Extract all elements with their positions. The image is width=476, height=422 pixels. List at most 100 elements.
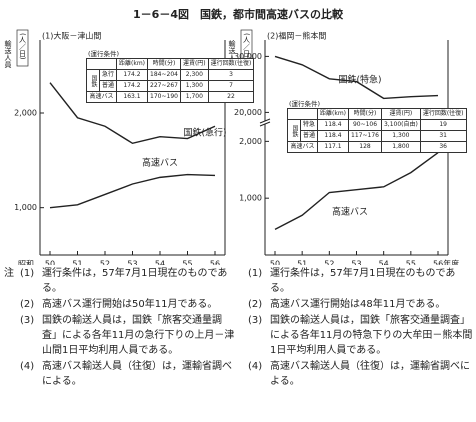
series-line: [274, 152, 439, 231]
x-tick-label: 53: [127, 260, 137, 266]
panel-title: (1)大阪－津山間: [42, 31, 101, 41]
note-number: (1): [248, 268, 263, 279]
y-unit: (人／日): [19, 33, 27, 60]
series-label: 高速バス: [142, 157, 178, 169]
notes-left: (1) 運行条件は，57年7月1日現在のものである。 (2) 高速バス運行開始は50年…: [20, 266, 235, 390]
table-row: 高速バス 117.1 128 1,800 36: [286, 141, 467, 153]
table-header: 距離(km): [317, 108, 350, 120]
table-row: 国鉄 急行 174.2 184~204 2,300 3: [86, 69, 255, 92]
table-cell: 7: [207, 80, 255, 92]
series-label: 国鉄(急行): [183, 127, 226, 139]
table-header: 運賃(円): [179, 58, 209, 70]
table-header: 時間(分): [348, 108, 382, 120]
table-cell: 急行: [98, 69, 118, 81]
table-cell: 3,100(自由): [380, 119, 421, 131]
table-header: 運行回数(往復): [207, 58, 255, 70]
table-cell: 1,700: [179, 91, 209, 103]
note-item: (1) 運行条件は，57年7月1日現在のものである。: [20, 266, 235, 296]
table-cell: 170~190: [147, 91, 181, 103]
note-number: (1): [20, 268, 35, 279]
note-item: (1) 運行条件は，57年7月1日現在のものである。: [248, 266, 473, 296]
note-number: (3): [20, 315, 35, 326]
table-cell: 184~204: [147, 69, 181, 81]
x-tick-label: 55: [406, 260, 416, 266]
y-axis-label: 輸送人員: [228, 39, 236, 69]
panel-title: (2)福岡－熊本間: [267, 31, 326, 41]
x-tick-label: 55: [182, 260, 192, 266]
notes-label: 注: [4, 268, 14, 279]
note-item: (3) 国鉄の輸送人員は，国鉄「旅客交通量調査」による各年11月の特急下りの大牟田…: [248, 313, 473, 358]
table-cell: 90~106: [348, 119, 382, 131]
x-tick-label: 52: [100, 260, 110, 266]
series-label: 高速バス: [332, 206, 368, 218]
era-label: 昭和: [18, 260, 34, 266]
x-tick-label: 53: [351, 260, 361, 266]
condition-table: 距離(km) 時間(分) 運賃(円) 運行回数(往復) 国鉄 特急 118.4 90~106 3…: [286, 108, 467, 153]
note-text: 国鉄の輸送人員は，国鉄「旅客交通量調査」による各年11月の特急下りの大牟田－熊本…: [270, 315, 473, 356]
series-line: [274, 55, 439, 100]
table-cell: 163.1: [116, 91, 149, 103]
y-tick-label: 1,000: [239, 194, 262, 203]
note-text: 国鉄の輸送人員は，国鉄「旅客交通量調査」による各年11月の急行下りの上月－津山間…: [42, 315, 235, 356]
table-cell: 118.4: [317, 130, 350, 142]
table-cell: 118.4: [317, 119, 350, 131]
table-cell: 117~176: [348, 130, 382, 142]
x-tick-label: 50: [270, 260, 280, 266]
series-label: 国鉄(特急): [338, 74, 381, 86]
table-cell: 1,300: [380, 130, 421, 142]
table-title: (運行条件): [289, 100, 321, 108]
table-header: 運行回数(往復): [419, 108, 467, 120]
series-line: [49, 82, 216, 145]
note-number: (2): [20, 299, 35, 310]
table-cell: 36: [419, 141, 467, 153]
note-number: (2): [248, 299, 263, 310]
table-row: 国鉄 特急 118.4 90~106 3,100(自由) 19: [287, 119, 467, 142]
series-line: [49, 173, 216, 209]
note-text: 高速バス輸送人員（往復）は，運輸省調べによる。: [270, 361, 470, 387]
table-cell: 3: [207, 69, 255, 81]
table-cell: 227~267: [147, 80, 181, 92]
y-axis-label: 輸送人員: [4, 39, 12, 69]
table-cell: 31: [419, 130, 467, 142]
table-cell: 普通: [98, 80, 118, 92]
table-header: 運賃(円): [380, 108, 421, 120]
condition-table: 距離(km) 時間(分) 運賃(円) 運行回数(往復) 国鉄 急行 174.2 184~204…: [85, 58, 255, 103]
note-item: (4) 高速バス輸送人員（往復）は，運輸省調べによる。: [20, 359, 235, 389]
table-header: 時間(分): [147, 58, 181, 70]
page-title: 1－6－4図 国鉄，都市間高速バスの比較: [133, 8, 343, 21]
table-group: 国鉄: [86, 69, 100, 92]
x-tick-label: 54: [155, 260, 165, 266]
x-tick-label: 54: [379, 260, 389, 266]
table-header-row: 距離(km) 時間(分) 運賃(円) 運行回数(往復): [286, 108, 467, 120]
y-unit-box: [16, 29, 29, 67]
y-tick-label: 2,000: [14, 109, 37, 118]
table-row: 高速バス 163.1 170~190 1,700 22: [85, 91, 255, 103]
note-item: (3) 国鉄の輸送人員は，国鉄「旅客交通量調査」による各年11月の急行下りの上月－…: [20, 313, 235, 358]
x-tick-label: 51: [297, 260, 307, 266]
table-cell: 22: [207, 91, 255, 103]
table-header: 距離(km): [116, 58, 149, 70]
table-cell: 2,300: [179, 69, 209, 81]
table-cell: 117.1: [317, 141, 350, 153]
table-cell: 1,300: [179, 80, 209, 92]
note-text: 高速バス運行開始は48年11月である。: [270, 299, 446, 310]
x-tick-label: 56: [210, 260, 220, 266]
y-tick-label: 20,000: [234, 108, 262, 117]
y-tick-label: 2,000: [239, 137, 262, 146]
table-title: (運行条件): [88, 50, 120, 58]
note-item: (2) 高速バス運行開始は50年11月である。: [20, 297, 235, 312]
note-text: 高速バス輸送人員（往復）は，運輸省調べによる。: [42, 361, 232, 387]
table-cell: 19: [419, 119, 467, 131]
table-header-row: 距離(km) 時間(分) 運賃(円) 運行回数(往復): [85, 58, 255, 70]
table-cell: 128: [348, 141, 382, 153]
table-cell: 高速バス: [85, 91, 118, 103]
note-number: (4): [248, 361, 263, 372]
note-text: 高速バス運行開始は50年11月である。: [42, 299, 218, 310]
table-group: 国鉄: [287, 119, 301, 142]
x-tick-label: 56年度: [433, 259, 459, 266]
x-tick-label: 51: [72, 260, 82, 266]
y-unit: (人／日): [243, 33, 251, 60]
note-text: 運行条件は，57年7月1日現在のものである。: [270, 268, 456, 294]
table-cell: 普通: [299, 130, 319, 142]
